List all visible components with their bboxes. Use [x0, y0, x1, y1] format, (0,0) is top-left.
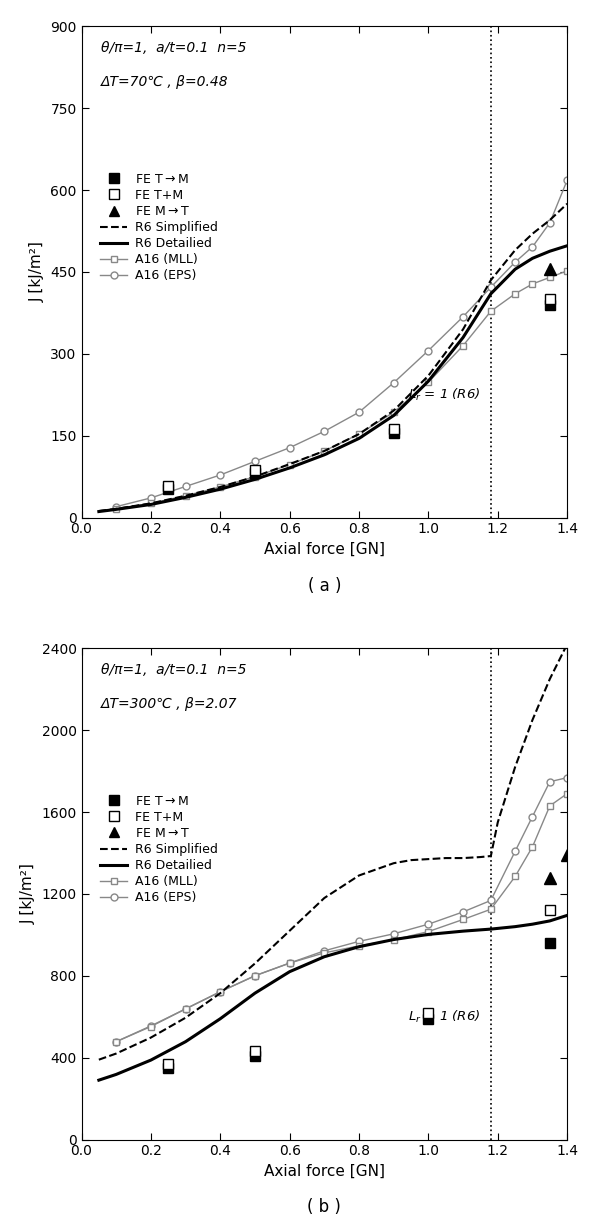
X-axis label: Axial force [GN]: Axial force [GN]: [264, 1164, 385, 1178]
Text: ΔT=300℃ , β=2.07: ΔT=300℃ , β=2.07: [101, 697, 237, 711]
Text: ΔT=70℃ , β=0.48: ΔT=70℃ , β=0.48: [101, 75, 229, 90]
Legend: FE T$\rightarrow$M, FE T+M, FE M$\rightarrow$T, R6 Simplified, R6 Detailied, A16: FE T$\rightarrow$M, FE T+M, FE M$\righta…: [98, 170, 220, 285]
Text: θ/π=1,  a/t=0.1  n=5: θ/π=1, a/t=0.1 n=5: [101, 41, 246, 55]
Legend: FE T$\rightarrow$M, FE T+M, FE M$\rightarrow$T, R6 Simplified, R6 Detailied, A16: FE T$\rightarrow$M, FE T+M, FE M$\righta…: [98, 792, 220, 907]
Y-axis label: J [kJ/m²]: J [kJ/m²]: [21, 863, 36, 924]
Text: ( a ): ( a ): [307, 577, 341, 594]
Text: $L_r$ = 1 (R6): $L_r$ = 1 (R6): [408, 1009, 480, 1025]
Text: ( b ): ( b ): [307, 1198, 341, 1216]
X-axis label: Axial force [GN]: Axial force [GN]: [264, 542, 385, 557]
Y-axis label: J [kJ/m²]: J [kJ/m²]: [30, 241, 45, 303]
Text: $L_r$ = 1 (R6): $L_r$ = 1 (R6): [408, 386, 480, 402]
Text: θ/π=1,  a/t=0.1  n=5: θ/π=1, a/t=0.1 n=5: [101, 663, 246, 676]
